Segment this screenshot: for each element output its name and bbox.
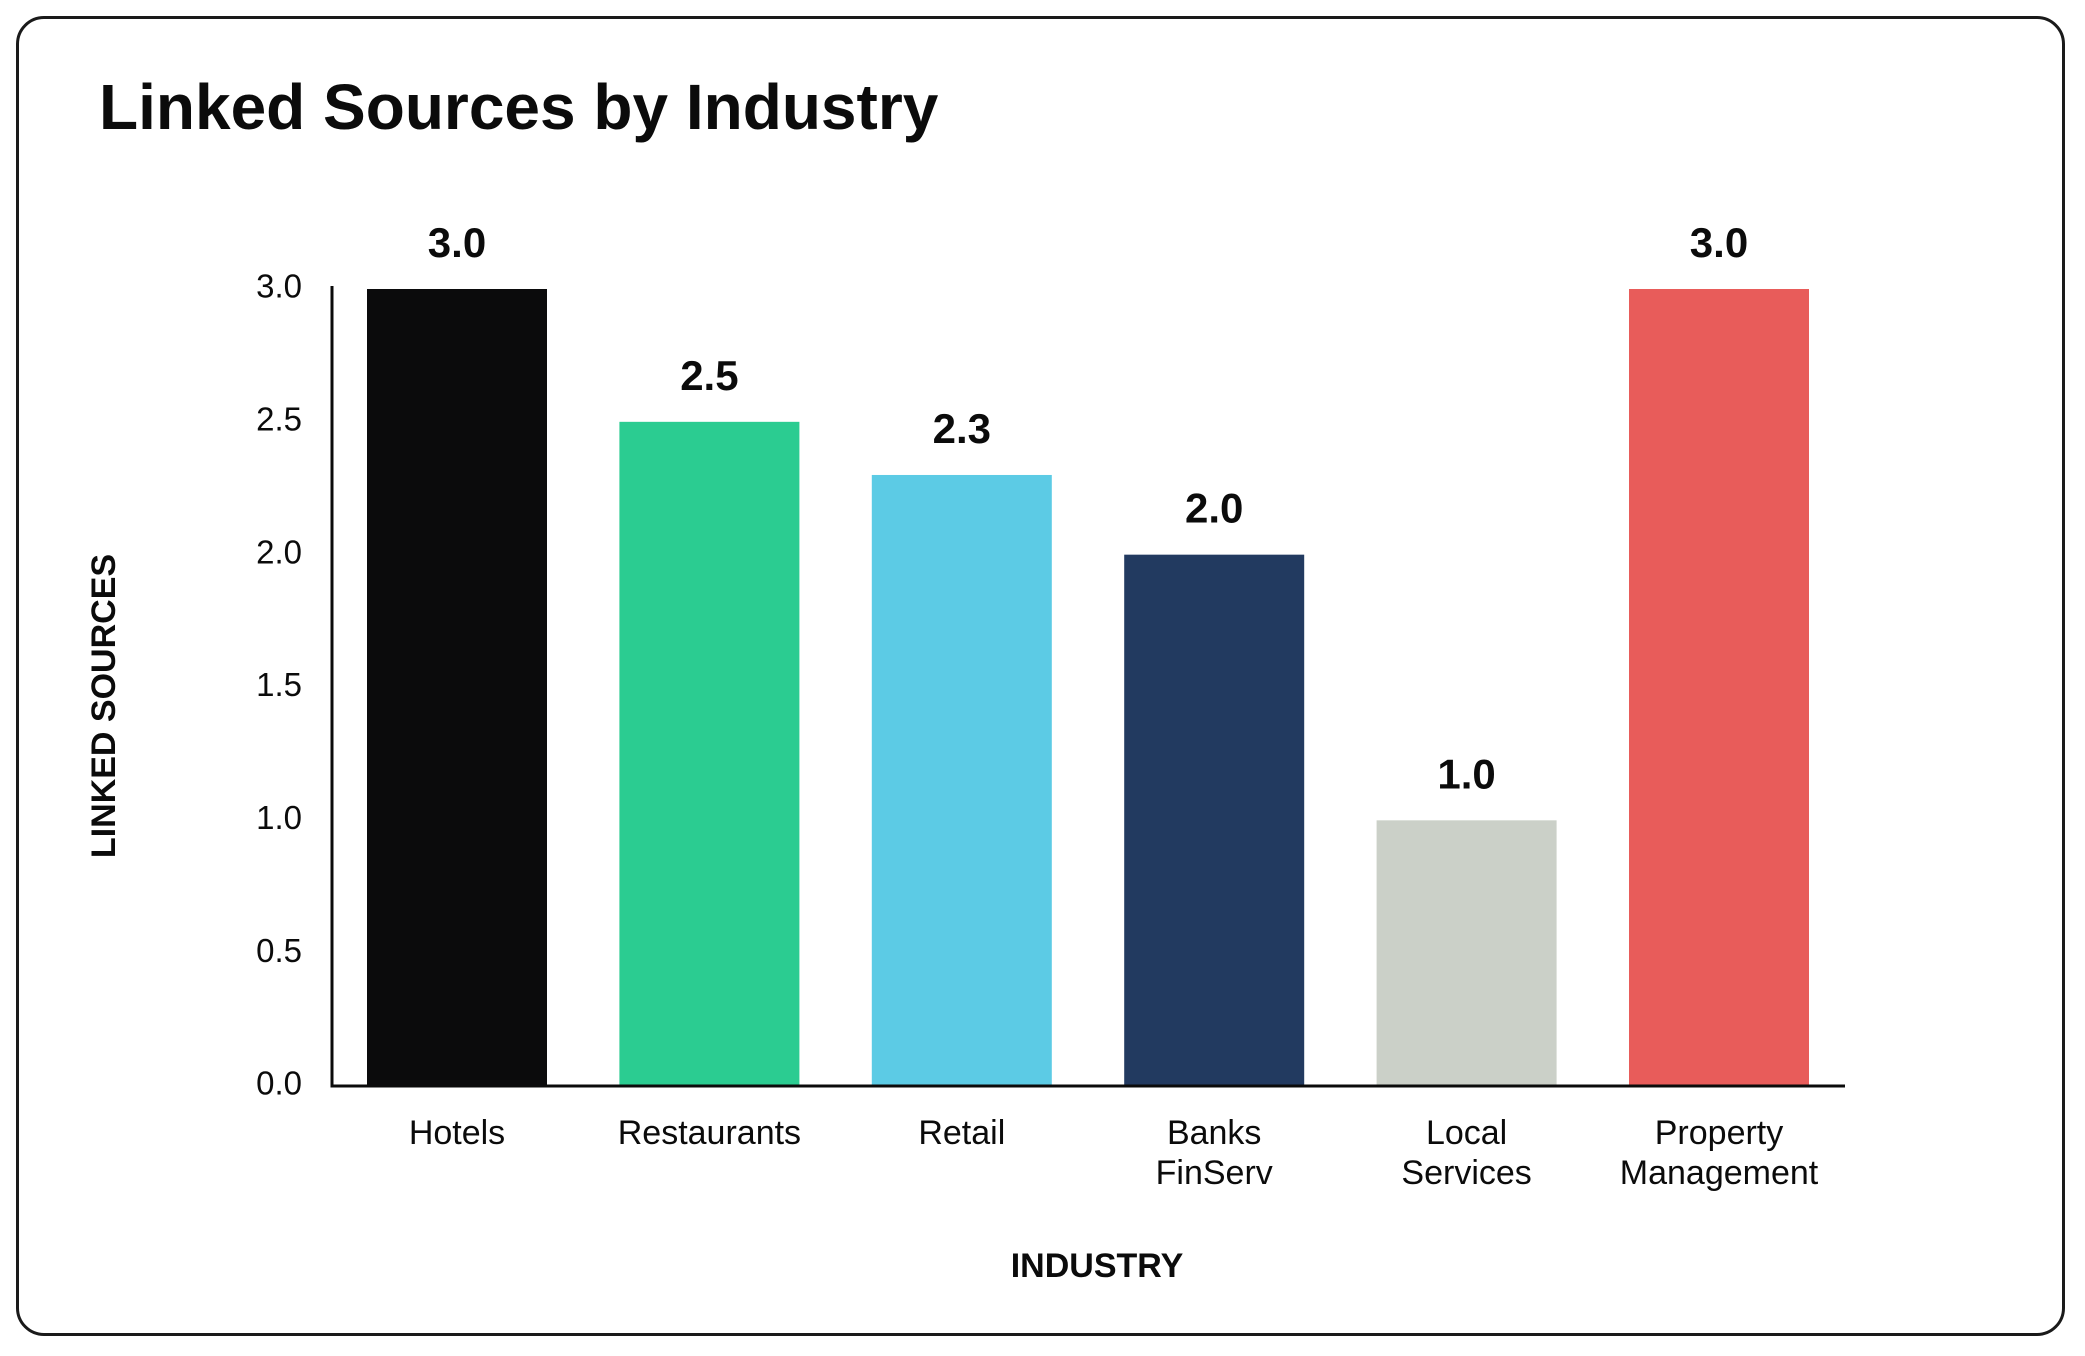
y-axis-title: LINKED SOURCES <box>85 554 123 858</box>
bar-value-label: 2.0 <box>1185 485 1243 532</box>
bar-value-label: 2.5 <box>680 352 738 399</box>
y-axis-ticks: 0.0 0.5 1.0 1.5 2.0 2.5 3.0 <box>256 268 302 1102</box>
x-tick-label: Hotels <box>409 1114 505 1152</box>
y-tick-label: 0.0 <box>256 1065 302 1102</box>
bar <box>871 474 1052 1086</box>
y-tick-label: 2.5 <box>256 401 302 438</box>
y-tick-label: 3.0 <box>256 268 302 305</box>
x-axis-ticks: Hotels Restaurants Retail Banks FinServ Local… <box>409 1114 1819 1192</box>
x-tick-label: Restaurants <box>618 1114 801 1152</box>
bar-value-label: 3.0 <box>428 219 486 266</box>
bar <box>1376 820 1557 1086</box>
y-tick-label: 1.5 <box>256 666 302 703</box>
x-tick-label: Local Services <box>1401 1114 1531 1192</box>
bar <box>367 289 547 1086</box>
value-labels: 3.0 2.5 2.3 2.0 1.0 3.0 <box>428 219 1748 797</box>
bar-value-label: 2.3 <box>933 405 991 452</box>
bar <box>1629 289 1809 1086</box>
bar-chart: Linked Sources by Industry LINKED SOURCE… <box>85 71 1845 1285</box>
y-tick-label: 2.0 <box>256 533 302 570</box>
bar-value-label: 3.0 <box>1690 219 1748 266</box>
x-tick-label: Property Management <box>1620 1114 1819 1192</box>
bar-value-label: 1.0 <box>1437 750 1495 797</box>
chart-card: Linked Sources by Industry LINKED SOURCE… <box>16 16 2065 1336</box>
y-tick-label: 0.5 <box>256 932 302 969</box>
x-axis-title: INDUSTRY <box>1011 1247 1184 1285</box>
bar <box>619 421 800 1086</box>
bar <box>1124 554 1305 1086</box>
x-tick-label: Retail <box>918 1114 1005 1152</box>
y-tick-label: 1.0 <box>256 799 302 836</box>
chart-title: Linked Sources by Industry <box>99 71 939 143</box>
x-tick-label: Banks FinServ <box>1156 1114 1273 1192</box>
bars <box>367 289 1809 1086</box>
